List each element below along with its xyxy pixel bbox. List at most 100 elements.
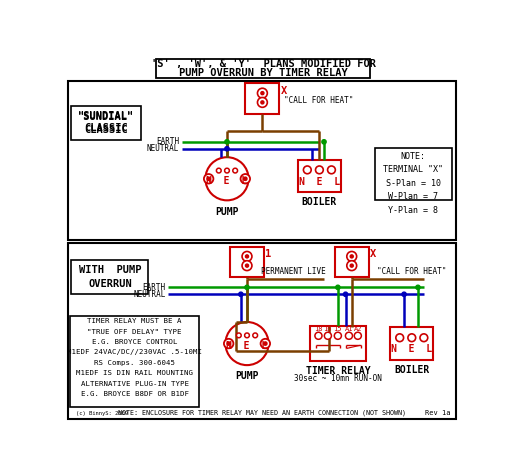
Text: (c) BinnyS: 2009: (c) BinnyS: 2009 — [76, 411, 128, 416]
Circle shape — [354, 332, 361, 339]
Bar — [230, 247, 264, 278]
Circle shape — [264, 342, 267, 345]
Text: N  E  L: N E L — [226, 341, 268, 351]
Text: "CALL FOR HEAT": "CALL FOR HEAT" — [284, 96, 353, 105]
Bar — [298, 159, 341, 192]
Text: TIMER RELAY MUST BE A: TIMER RELAY MUST BE A — [88, 318, 182, 324]
Circle shape — [245, 285, 249, 289]
Circle shape — [253, 333, 258, 338]
Text: BOILER: BOILER — [394, 365, 430, 375]
Text: NOTE: ENCLOSURE FOR TIMER RELAY MAY NEED AN EARTH CONNECTION (NOT SHOWN): NOTE: ENCLOSURE FOR TIMER RELAY MAY NEED… — [118, 409, 407, 416]
Circle shape — [315, 332, 322, 339]
Text: A1: A1 — [345, 326, 353, 332]
Circle shape — [347, 261, 357, 270]
Text: E.G. BROYCE CONTROL: E.G. BROYCE CONTROL — [92, 339, 177, 345]
Circle shape — [416, 285, 420, 289]
Circle shape — [344, 292, 348, 297]
Circle shape — [205, 157, 248, 200]
Circle shape — [225, 147, 229, 151]
Circle shape — [207, 177, 210, 180]
Circle shape — [315, 166, 323, 174]
Bar — [69, 81, 456, 240]
Circle shape — [224, 339, 233, 348]
Text: 18: 18 — [314, 326, 323, 332]
Text: PUMP: PUMP — [235, 371, 259, 381]
Text: X: X — [370, 249, 376, 259]
Circle shape — [245, 255, 248, 258]
Bar — [390, 327, 433, 360]
Circle shape — [420, 334, 428, 342]
Text: NOTE:
TERMINAL "X"
S-Plan = 10
W-Plan = 7
Y-Plan = 8: NOTE: TERMINAL "X" S-Plan = 10 W-Plan = … — [383, 152, 443, 215]
Bar — [245, 83, 280, 114]
Text: 30sec ~ 10mn RUN-ON: 30sec ~ 10mn RUN-ON — [294, 375, 382, 384]
Text: BOILER: BOILER — [302, 197, 337, 207]
Circle shape — [261, 91, 264, 95]
Text: N  E  L: N E L — [206, 177, 247, 187]
Circle shape — [237, 333, 241, 338]
Circle shape — [241, 174, 250, 184]
Circle shape — [244, 177, 247, 180]
Text: "TRUE OFF DELAY" TYPE: "TRUE OFF DELAY" TYPE — [88, 328, 182, 335]
Text: WITH  PUMP
OVERRUN: WITH PUMP OVERRUN — [79, 265, 141, 289]
Bar — [375, 148, 452, 200]
Text: 16: 16 — [324, 326, 332, 332]
Circle shape — [261, 101, 264, 104]
Text: EARTH: EARTH — [156, 137, 179, 146]
Circle shape — [350, 255, 353, 258]
Text: X: X — [281, 86, 287, 96]
Circle shape — [225, 139, 229, 144]
Text: TIMER RELAY: TIMER RELAY — [306, 366, 370, 377]
Circle shape — [396, 334, 403, 342]
Circle shape — [233, 168, 238, 173]
Text: "SUNDIAL"
CLASSIC: "SUNDIAL" CLASSIC — [78, 112, 134, 133]
Circle shape — [242, 261, 252, 270]
Circle shape — [347, 251, 357, 261]
Text: 1: 1 — [265, 249, 272, 259]
Text: M1EDF 24VAC/DC//230VAC .5-10MI: M1EDF 24VAC/DC//230VAC .5-10MI — [67, 349, 202, 356]
Text: EARTH: EARTH — [142, 283, 165, 292]
Circle shape — [258, 98, 267, 107]
Text: 15: 15 — [334, 326, 342, 332]
Circle shape — [304, 166, 311, 174]
Text: "CALL FOR HEAT": "CALL FOR HEAT" — [377, 268, 446, 277]
Circle shape — [204, 174, 214, 184]
Circle shape — [346, 332, 352, 339]
Bar — [70, 316, 199, 407]
Circle shape — [328, 166, 335, 174]
Circle shape — [402, 292, 406, 297]
Circle shape — [261, 339, 270, 348]
Circle shape — [334, 332, 342, 339]
Text: "SUNDIAL"
CLASSIC: "SUNDIAL" CLASSIC — [78, 110, 134, 135]
Text: N  E  L: N E L — [299, 177, 340, 187]
Text: N  E  L: N E L — [391, 344, 432, 354]
Text: Rev 1a: Rev 1a — [425, 410, 450, 416]
Circle shape — [227, 342, 230, 345]
Text: PUMP: PUMP — [215, 207, 239, 217]
Text: 'S' , 'W', & 'Y'  PLANS MODIFIED FOR: 'S' , 'W', & 'Y' PLANS MODIFIED FOR — [151, 60, 376, 69]
Circle shape — [350, 264, 353, 267]
Text: RS Comps. 300-6045: RS Comps. 300-6045 — [94, 360, 175, 366]
Text: ALTERNATIVE PLUG-IN TYPE: ALTERNATIVE PLUG-IN TYPE — [80, 381, 188, 387]
Text: A2: A2 — [354, 326, 362, 332]
Bar — [72, 260, 148, 294]
Circle shape — [225, 168, 229, 173]
Text: NEUTRAL: NEUTRAL — [147, 144, 179, 153]
Circle shape — [239, 292, 243, 297]
Circle shape — [408, 334, 416, 342]
Circle shape — [336, 285, 340, 289]
Circle shape — [245, 333, 249, 338]
Bar — [335, 247, 369, 278]
Bar — [156, 60, 370, 78]
Circle shape — [324, 332, 331, 339]
Text: E.G. BROYCE B8DF OR B1DF: E.G. BROYCE B8DF OR B1DF — [80, 391, 188, 397]
Text: NEUTRAL: NEUTRAL — [133, 290, 165, 299]
Bar — [72, 106, 141, 140]
Text: M1EDF IS DIN RAIL MOUNTING: M1EDF IS DIN RAIL MOUNTING — [76, 370, 193, 376]
Circle shape — [245, 264, 248, 267]
Circle shape — [225, 322, 269, 365]
Circle shape — [242, 251, 252, 261]
Circle shape — [217, 168, 221, 173]
Bar — [69, 243, 456, 419]
Bar — [310, 326, 366, 361]
Text: PERMANENT LIVE: PERMANENT LIVE — [261, 268, 326, 277]
